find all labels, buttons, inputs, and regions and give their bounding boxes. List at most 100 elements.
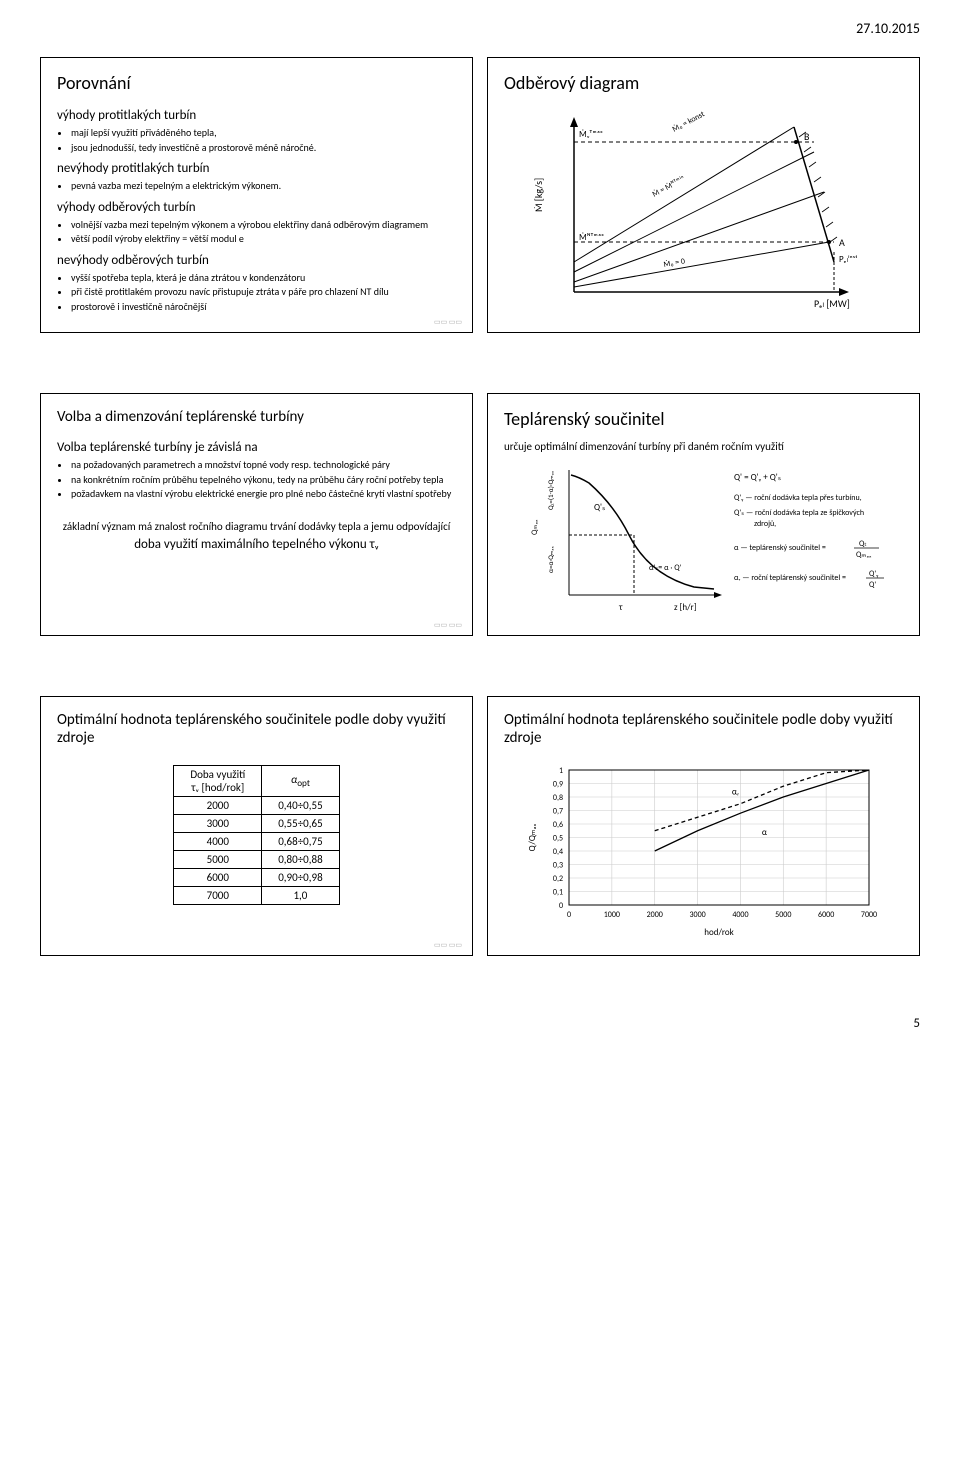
svg-text:zdrojů,: zdrojů, <box>754 519 776 529</box>
slide1-sec3: výhody odběrových turbín <box>57 200 456 215</box>
slide1-title: Porovnání <box>57 72 456 94</box>
list-item: jsou jednodušší, tedy investičně a prost… <box>71 141 456 155</box>
svg-text:Q'ᵧ — roční dodávka tepla přes: Q'ᵧ — roční dodávka tepla přes turbínu, <box>734 493 862 503</box>
svg-text:0,4: 0,4 <box>552 847 562 857</box>
svg-text:Pₑₗⁱⁿˢᵗ: Pₑₗⁱⁿˢᵗ <box>839 254 857 265</box>
svg-text:Qₘₐₓ: Qₘₐₓ <box>530 519 540 535</box>
svg-text:Q' = Q'ᵧ + Q'ₛ: Q' = Q'ᵧ + Q'ₛ <box>734 472 781 483</box>
svg-text:Q/Qₘₐₓ: Q/Qₘₐₓ <box>527 824 538 852</box>
table-row: 40000,68÷0,75 <box>174 833 339 851</box>
slide1-sec4-list: vyšší spotřeba tepla, která je dána ztrá… <box>57 270 456 315</box>
svg-text:0: 0 <box>558 901 562 911</box>
slide3-center1: základní význam má znalost ročního diagr… <box>57 520 456 533</box>
slide1-sec4: nevýhody odběrových turbín <box>57 253 456 268</box>
slide-teplarensky-soucinitel: Teplárenský součinitel určuje optimální … <box>487 393 920 636</box>
svg-text:4000: 4000 <box>732 910 748 920</box>
list-item: mají lepší využití přiváděného tepla, <box>71 126 456 140</box>
slide1-sec3-list: volnější vazba mezi tepelným výkonem a v… <box>57 217 456 247</box>
slide3-center2: doba využití maximálního tepelného výkon… <box>57 537 456 552</box>
svg-text:B: B <box>804 130 810 143</box>
list-item: požadavkem na vlastní výrobu elektrické … <box>71 487 456 501</box>
slide5-title: Optimální hodnota teplárenského součinit… <box>57 711 456 747</box>
slide-volba-dimenzovani: Volba a dimenzování teplárenské turbíny … <box>40 393 473 636</box>
svg-text:0,9: 0,9 <box>552 780 562 790</box>
page-number: 5 <box>40 1016 920 1031</box>
svg-text:α — teplárenský součinitel =: α — teplárenský součinitel = <box>734 543 826 553</box>
slide3-subtitle: Volba teplárenské turbíny je závislá na <box>57 440 456 455</box>
svg-text:Q'ᵧ: Q'ᵧ <box>869 569 879 579</box>
svg-text:Q'ₛ — roční dodávka tepla ze š: Q'ₛ — roční dodávka tepla ze špičkových <box>734 508 864 518</box>
table-row: 50000,80÷0,88 <box>174 851 339 869</box>
svg-text:Qₜ: Qₜ <box>859 539 867 549</box>
svg-text:0,8: 0,8 <box>552 793 562 803</box>
svg-text:Q': Q' <box>869 580 876 590</box>
list-item: při čistě protitlakém provozu navíc přis… <box>71 285 456 299</box>
list-item: na požadovaných parametrech a množství t… <box>71 458 456 472</box>
svg-text:0: 0 <box>566 910 570 920</box>
page-date: 27.10.2015 <box>40 20 920 37</box>
slide3-title: Volba a dimenzování teplárenské turbíny <box>57 408 456 426</box>
slide4-subtitle: určuje optimální dimenzování turbíny při… <box>504 440 903 453</box>
alpha-chart: 0 1000 2000 3000 4000 5000 6000 7000 0 0,1 0,2 0,3 0… <box>504 755 903 945</box>
svg-text:α=α·Qₘₐₓ: α=α·Qₘₐₓ <box>546 546 555 573</box>
slide-opt-graf: Optimální hodnota teplárenského součinit… <box>487 696 920 956</box>
slide1-sec1-list: mají lepší využití přiváděného tepla, js… <box>57 125 456 155</box>
svg-text:Qₘₐₓ: Qₘₐₓ <box>856 550 872 560</box>
svg-text:Q'ₛ: Q'ₛ <box>594 502 605 513</box>
eu-logo-icon: ▭▭ ▭▭ <box>434 940 462 949</box>
table-header: Doba využitíτᵥ [hod/rok] <box>174 766 262 797</box>
eu-logo-icon: ▭▭ ▭▭ <box>434 620 462 629</box>
svg-text:Ṁ [kg/s]: Ṁ [kg/s] <box>534 178 545 212</box>
svg-text:0,1: 0,1 <box>552 888 562 898</box>
svg-text:0,2: 0,2 <box>552 874 562 884</box>
slide-odberovy-diagram: Odběrový diagram <box>487 57 920 333</box>
svg-text:0,6: 0,6 <box>552 820 562 830</box>
svg-text:1: 1 <box>558 766 562 776</box>
svg-text:7000: 7000 <box>860 910 876 920</box>
svg-text:α'ₛ= α · Q': α'ₛ= α · Q' <box>649 563 682 573</box>
svg-text:αᵣ — roční teplárenský součini: αᵣ — roční teplárenský součinitel = <box>734 573 846 583</box>
svg-text:5000: 5000 <box>775 910 791 920</box>
svg-text:A: A <box>839 236 845 249</box>
slide1-sec2-list: pevná vazba mezi tepelným a elektrickým … <box>57 178 456 194</box>
list-item: vyšší spotřeba tepla, která je dána ztrá… <box>71 271 456 285</box>
svg-text:Q₁=(1-α)·Qₘₐₓ: Q₁=(1-α)·Qₘₐₓ <box>546 471 555 510</box>
slide1-sec1: výhody protitlakých turbín <box>57 108 456 123</box>
svg-text:Pₑₗ [MW]: Pₑₗ [MW] <box>814 297 850 310</box>
slide-opt-tabulka: Optimální hodnota teplárenského součinit… <box>40 696 473 956</box>
svg-text:Ṁᵥᵀᵐᵃˣ: Ṁᵥᵀᵐᵃˣ <box>579 129 603 140</box>
table-row: 60000,90÷0,98 <box>174 869 339 887</box>
svg-text:hod/rok: hod/rok <box>704 927 734 938</box>
svg-text:1000: 1000 <box>603 910 619 920</box>
svg-text:z [h/r]: z [h/r] <box>674 602 697 613</box>
svg-text:3000: 3000 <box>689 910 705 920</box>
svg-text:τ: τ <box>618 602 623 613</box>
svg-text:2000: 2000 <box>646 910 662 920</box>
slide6-title: Optimální hodnota teplárenského součinit… <box>504 711 903 747</box>
svg-text:0,7: 0,7 <box>552 807 562 817</box>
list-item: pevná vazba mezi tepelným a elektrickým … <box>71 179 456 193</box>
list-item: volnější vazba mezi tepelným výkonem a v… <box>71 218 456 232</box>
list-item: větší podíl výroby elektřiny = větší mod… <box>71 232 456 246</box>
utilization-table: Doba využitíτᵥ [hod/rok] αopt 20000,40÷0… <box>173 765 339 905</box>
table-row: 20000,40÷0,55 <box>174 797 339 815</box>
svg-text:0,3: 0,3 <box>552 861 562 871</box>
svg-text:Ṁ₀ = konst: Ṁ₀ = konst <box>670 109 706 134</box>
slide2-title: Odběrový diagram <box>504 72 903 94</box>
odberovy-diagram: A B Ṁ [kg/s] Pₑₗ [MW] Ṁᵥᵀᵐᵃˣ Ṁᴺᵀᵐᵃˣ Ṁ₀ =… <box>504 102 903 322</box>
teplarensky-diagram: Qₘₐₓ Q₁=(1-α)·Qₘₐₓ α=α·Qₘₐₓ Q'ₛ α'ₛ= α ·… <box>504 455 903 625</box>
slide4-title: Teplárenský součinitel <box>504 408 903 430</box>
eu-logo-icon: ▭▭ ▭▭ <box>434 317 462 326</box>
svg-text:α: α <box>761 827 767 838</box>
svg-text:αᵣ: αᵣ <box>731 786 738 797</box>
svg-text:6000: 6000 <box>818 910 834 920</box>
list-item: prostorově i investičně náročnější <box>71 300 456 314</box>
list-item: na konkrétním ročním průběhu tepelného v… <box>71 473 456 487</box>
table-row: 30000,55÷0,65 <box>174 815 339 833</box>
table-row: 70001,0 <box>174 887 339 905</box>
slide3-list: na požadovaných parametrech a množství t… <box>57 457 456 502</box>
svg-text:0,5: 0,5 <box>552 834 562 844</box>
svg-text:Ṁᴺᵀᵐᵃˣ: Ṁᴺᵀᵐᵃˣ <box>579 232 604 243</box>
table-header: αopt <box>262 766 339 797</box>
slide-porovnani: Porovnání výhody protitlakých turbín maj… <box>40 57 473 333</box>
